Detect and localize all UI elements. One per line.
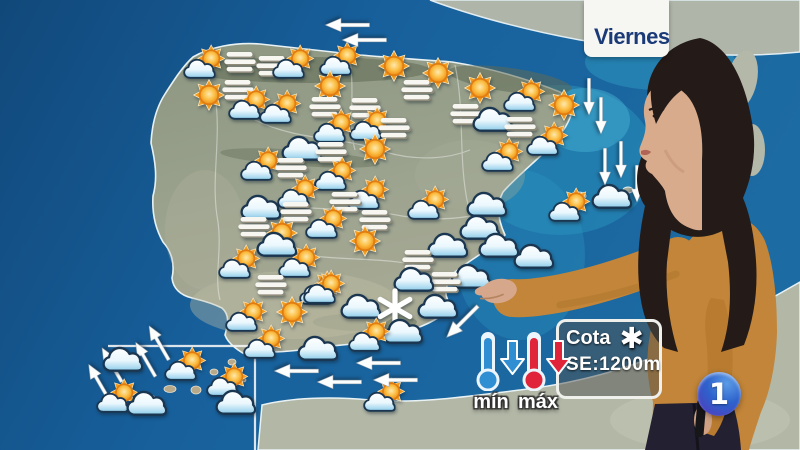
min-thermometer-icon <box>476 332 500 392</box>
presenter-hand <box>474 278 517 304</box>
day-title-panel: Viernes <box>584 0 670 57</box>
channel-logo-text: 1 <box>708 377 730 411</box>
max-thermometer-icon <box>522 332 546 392</box>
snow-level-box: Cota ✱ SE:1200m <box>556 319 662 399</box>
min-label: mín <box>473 391 509 413</box>
temperature-legend: mín máx <box>468 329 578 421</box>
snow-level-value: SE:1200m <box>566 354 661 376</box>
day-title: Viernes <box>594 24 670 49</box>
min-down-arrow-icon <box>500 340 525 375</box>
thermometer-icons <box>476 332 571 392</box>
channel-logo-la1: 1 <box>697 372 741 416</box>
snowflake-icon: ✱ <box>619 321 644 355</box>
max-down-arrow-icon <box>546 340 571 375</box>
max-label: máx <box>517 391 559 413</box>
snow-level-label: Cota <box>566 326 611 349</box>
